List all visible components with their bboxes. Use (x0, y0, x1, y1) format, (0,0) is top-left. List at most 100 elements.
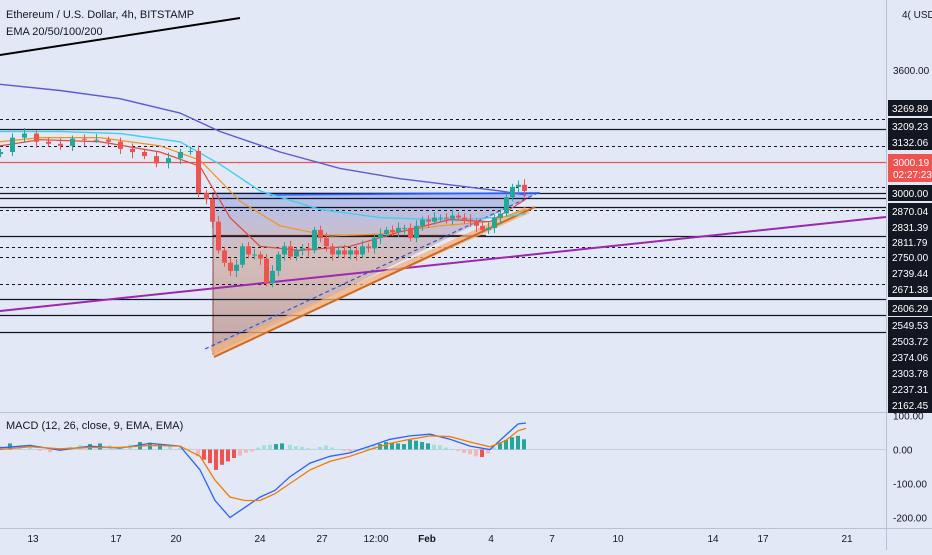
candle-body (522, 184, 527, 191)
price-level-tag-label: 3209.23 (892, 122, 929, 133)
candle-body (46, 141, 51, 144)
macd-histogram-bar (28, 447, 32, 450)
macd-histogram-bar (474, 449, 478, 457)
candle-body (130, 148, 135, 152)
candle-body (342, 250, 347, 255)
macd-histogram-bar (342, 449, 346, 451)
macd-histogram-bar (414, 440, 418, 450)
macd-histogram-bar (438, 445, 442, 450)
candle-body (70, 138, 75, 146)
macd-histogram-bar (244, 449, 248, 453)
candle-body (210, 199, 215, 222)
candle-body (468, 219, 473, 222)
price-level-tag (888, 281, 932, 297)
macd-histogram-bar (324, 445, 328, 450)
macd-histogram-bar (408, 439, 412, 450)
candle-body (204, 193, 209, 200)
upper-trendline[interactable] (0, 17, 241, 56)
macd-histogram-bar (462, 449, 466, 453)
candle-body (300, 248, 305, 251)
signal-line[interactable] (0, 427, 527, 502)
macd-histogram-bar (202, 449, 206, 460)
macd-histogram-bar (366, 446, 370, 450)
candle-body (246, 246, 251, 255)
macd-histogram-bar (148, 442, 152, 450)
candle-body (288, 246, 293, 257)
macd-histogram-bar (196, 449, 200, 457)
candle-body (234, 264, 239, 271)
macd-histogram-bar (372, 445, 376, 450)
candle-body (318, 229, 323, 239)
macd-histogram-bar (158, 444, 162, 450)
candle-body (324, 238, 329, 247)
macd-histogram-bar (312, 448, 316, 450)
candle-body (408, 227, 413, 239)
candle-body (432, 217, 437, 222)
candle-body (178, 152, 183, 159)
candle-body (94, 139, 99, 141)
price-level-tag (888, 381, 932, 397)
long-trendline[interactable] (0, 216, 887, 312)
time-axis-tick-label: 10 (612, 534, 624, 545)
macd-axis-tick-label: -100.00 (893, 480, 927, 491)
macd-histogram-bar (402, 444, 406, 450)
time-axis-tick-label: 17 (757, 534, 769, 545)
candle-body (154, 156, 159, 164)
macd-axis-tick-label: -200.00 (893, 514, 927, 525)
countdown-label: 02:27:23 (893, 170, 932, 181)
price-level-tag-label: 2237.31 (892, 385, 929, 396)
macd-histogram-bar (444, 447, 448, 450)
candle-body (58, 143, 63, 146)
ema200-line[interactable] (0, 83, 527, 196)
candle-body (240, 246, 245, 265)
ema100-line[interactable] (0, 130, 527, 221)
time-axis-tick-label: 21 (841, 534, 853, 545)
symbol-title: Ethereum / U.S. Dollar, 4h, BITSTAMP (6, 9, 194, 21)
macd-histogram-bar (354, 449, 358, 451)
support-trendline[interactable] (213, 206, 536, 358)
candle-body (474, 221, 479, 226)
macd-histogram-bar (486, 449, 490, 454)
candle-body (456, 215, 461, 218)
macd-axis: 100.00 0.00 -100.00 -200.00 (893, 412, 927, 525)
candles (0, 128, 527, 288)
macd-histogram-bar (492, 447, 496, 450)
price-level-tag (888, 100, 932, 116)
time-axis: 13 17 20 24 27 12:00 Feb 4 7 10 14 17 21 (27, 534, 853, 545)
macd-histogram-bar (450, 448, 454, 450)
candle-body (188, 150, 193, 152)
candle-body (142, 152, 147, 157)
candle-body (336, 250, 341, 255)
ema50-line[interactable] (0, 137, 527, 237)
macd-histogram-bar (250, 449, 254, 452)
current-price-label: 3000.19 (893, 158, 930, 169)
macd-histogram-bar (288, 444, 292, 450)
indicator-title: EMA 20/50/100/200 (6, 26, 103, 38)
candle-body (498, 213, 503, 218)
candle-body (420, 219, 425, 226)
candle-body (312, 229, 317, 251)
time-axis-tick-label: Feb (418, 534, 436, 545)
candle-body (258, 254, 263, 259)
triangle-top-line[interactable] (269, 192, 541, 196)
macd-axis-tick-label: 100.00 (893, 412, 924, 423)
ema20-line[interactable] (0, 139, 527, 252)
macd-histogram-bar (348, 449, 352, 452)
price-level-tag-label: 2831.39 (892, 223, 929, 234)
candle-body (510, 186, 515, 198)
macd-histogram-bar (232, 449, 236, 458)
time-axis-tick-label: 27 (316, 534, 328, 545)
candle-body (282, 246, 287, 255)
candle-body (228, 262, 233, 271)
macd-histogram-bar (510, 437, 514, 450)
price-level-tag-label: 2606.29 (892, 304, 929, 315)
macd-histogram-bar (468, 449, 472, 455)
macd-histogram-bar (88, 444, 92, 450)
price-level-tag-label: 2750.00 (892, 253, 929, 264)
macd-pane[interactable] (0, 413, 886, 528)
macd-histogram-bar (504, 439, 508, 450)
candle-body (438, 217, 443, 219)
time-axis-tick-label: 17 (110, 534, 122, 545)
price-level-tag (888, 397, 932, 413)
